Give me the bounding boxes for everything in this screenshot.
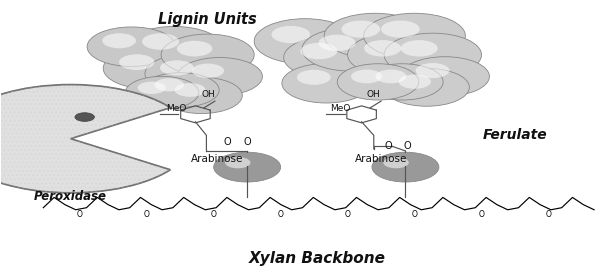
Circle shape — [142, 73, 219, 107]
Circle shape — [271, 26, 310, 43]
Circle shape — [342, 20, 380, 38]
Circle shape — [161, 34, 254, 76]
Text: OH: OH — [202, 89, 216, 98]
Circle shape — [225, 157, 251, 168]
Text: Ferulate: Ferulate — [483, 128, 547, 142]
Circle shape — [401, 57, 489, 96]
Circle shape — [174, 83, 206, 97]
Text: Xylan Backbone: Xylan Backbone — [249, 251, 386, 266]
Circle shape — [348, 33, 445, 76]
Circle shape — [372, 152, 439, 182]
Circle shape — [145, 54, 234, 94]
Text: MeO: MeO — [166, 104, 186, 113]
Circle shape — [282, 63, 371, 103]
Circle shape — [297, 70, 331, 85]
Text: O: O — [243, 137, 251, 147]
Wedge shape — [0, 85, 170, 193]
Text: Lignin Units: Lignin Units — [158, 12, 257, 27]
Text: O: O — [479, 210, 484, 219]
Circle shape — [383, 157, 409, 168]
Circle shape — [119, 54, 154, 70]
Circle shape — [192, 64, 224, 78]
Circle shape — [401, 40, 438, 57]
Text: O: O — [144, 210, 149, 219]
Circle shape — [302, 28, 400, 71]
Text: O: O — [345, 210, 351, 219]
Text: O: O — [211, 210, 217, 219]
Circle shape — [364, 40, 401, 57]
Text: Arabinose: Arabinose — [355, 154, 407, 164]
Text: O: O — [384, 141, 392, 151]
Circle shape — [75, 113, 95, 121]
Circle shape — [324, 13, 426, 58]
Circle shape — [384, 33, 481, 76]
Circle shape — [103, 48, 196, 89]
Circle shape — [87, 27, 176, 66]
Circle shape — [398, 75, 431, 89]
Circle shape — [300, 43, 337, 59]
Text: MeO: MeO — [330, 104, 351, 113]
Text: Peroxidase: Peroxidase — [34, 190, 107, 203]
Circle shape — [138, 82, 166, 94]
Circle shape — [364, 13, 465, 58]
Circle shape — [381, 20, 420, 38]
Text: O: O — [278, 210, 284, 219]
Circle shape — [337, 64, 419, 100]
Circle shape — [254, 19, 356, 64]
Text: Arabinose: Arabinose — [190, 154, 243, 164]
Circle shape — [125, 76, 199, 109]
Circle shape — [142, 33, 179, 50]
Circle shape — [351, 70, 382, 83]
Circle shape — [415, 63, 450, 78]
Circle shape — [214, 152, 281, 182]
Text: O: O — [403, 141, 411, 151]
Circle shape — [384, 68, 469, 106]
Text: OH: OH — [367, 89, 381, 98]
Circle shape — [362, 64, 443, 100]
Text: O: O — [412, 210, 417, 219]
Text: O: O — [545, 210, 551, 219]
Circle shape — [318, 35, 356, 51]
Circle shape — [160, 60, 194, 75]
Circle shape — [376, 70, 406, 83]
Circle shape — [154, 78, 184, 91]
Circle shape — [284, 36, 381, 79]
Circle shape — [126, 26, 223, 70]
Circle shape — [102, 33, 136, 48]
Text: O: O — [77, 210, 83, 219]
Circle shape — [177, 57, 262, 95]
Circle shape — [177, 41, 212, 57]
Circle shape — [161, 77, 242, 113]
Text: O: O — [223, 137, 231, 147]
